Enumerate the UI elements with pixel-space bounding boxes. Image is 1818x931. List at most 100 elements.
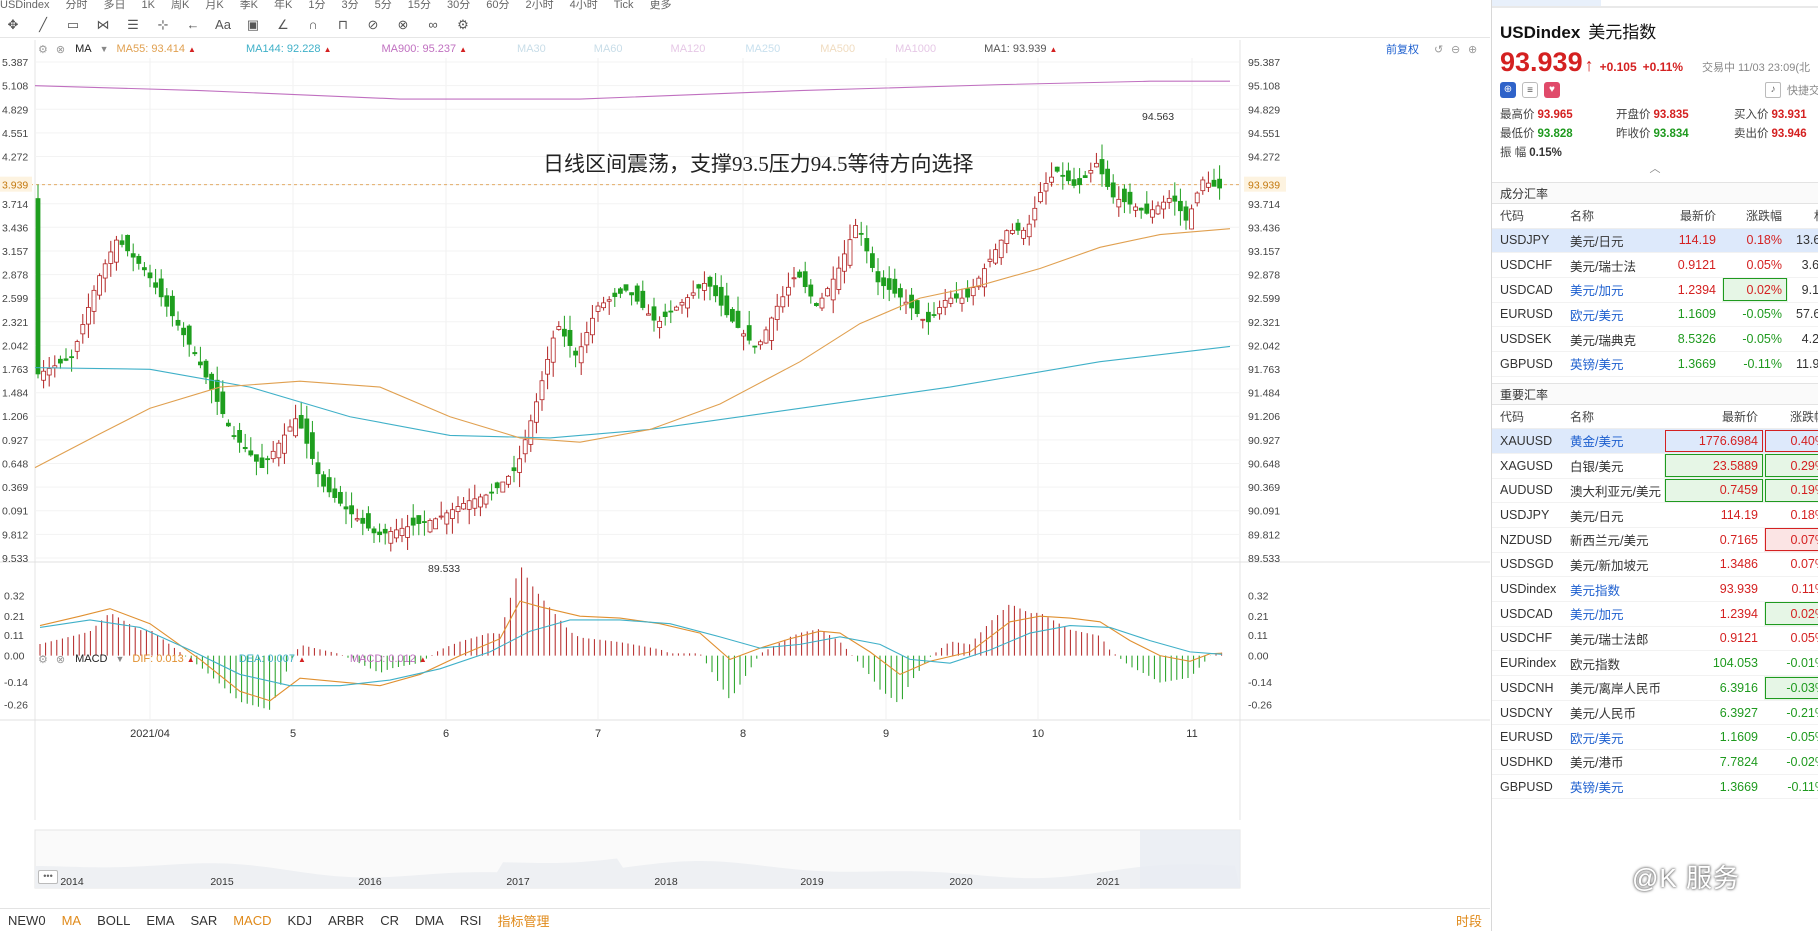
period-tab[interactable]: USDindex bbox=[0, 0, 50, 10]
favorite-heart-icon[interactable]: ♥ bbox=[1544, 82, 1560, 98]
legend-settings-icon[interactable]: ⚙ bbox=[38, 43, 48, 56]
adjust-button[interactable]: 前复权 bbox=[1386, 44, 1419, 56]
components-header[interactable]: 权 bbox=[1788, 204, 1818, 229]
magnet-icon[interactable]: ∩ bbox=[308, 16, 318, 32]
period-tab[interactable]: 月K bbox=[205, 0, 224, 10]
globe-icon[interactable]: ⊕ bbox=[1500, 82, 1516, 98]
components-header[interactable]: 名称 bbox=[1562, 204, 1652, 229]
major-header[interactable]: 最新价 bbox=[1664, 404, 1764, 430]
overview-window[interactable] bbox=[1140, 830, 1240, 888]
major-header[interactable]: 涨跌幅 bbox=[1764, 404, 1818, 430]
major-header[interactable]: 名称 bbox=[1562, 404, 1664, 430]
period-tab[interactable]: 年K bbox=[274, 0, 293, 10]
lock-icon[interactable]: ⊓ bbox=[337, 16, 349, 32]
indicator-item[interactable]: MACD bbox=[233, 912, 272, 928]
tab-quote[interactable] bbox=[1492, 0, 1601, 6]
zoom-in-icon[interactable]: ⊕ bbox=[1468, 43, 1478, 56]
period-tab[interactable]: Tick bbox=[613, 0, 634, 10]
period-tab[interactable]: 15分 bbox=[407, 0, 431, 10]
session-button[interactable]: 时段 bbox=[1455, 913, 1482, 929]
indicator-item[interactable]: SAR bbox=[190, 912, 218, 928]
eraser-icon[interactable]: ⊘ bbox=[367, 16, 379, 32]
chevron-down-icon[interactable]: ▼ bbox=[99, 44, 109, 54]
period-tab[interactable]: 3分 bbox=[341, 0, 359, 10]
chart-area[interactable]: 5.387 5.108 4.829 4.551 4.272 3.939 3.714 3.436… bbox=[0, 40, 1490, 900]
zoom-out-icon[interactable]: ⊖ bbox=[1451, 43, 1461, 56]
period-tab[interactable]: 1K bbox=[141, 0, 155, 10]
rect-draw-icon[interactable]: ▭ bbox=[66, 16, 80, 32]
macd-settings-icon[interactable]: ⚙ bbox=[38, 653, 48, 666]
overview-area[interactable] bbox=[35, 858, 1240, 888]
period-tab[interactable]: 1分 bbox=[308, 0, 326, 10]
macd-chevron-down-icon[interactable]: ▼ bbox=[115, 654, 125, 664]
link-icon[interactable]: ∞ bbox=[428, 16, 438, 32]
measure-icon[interactable]: ⊹ bbox=[157, 16, 169, 32]
line-draw-icon[interactable]: ╱ bbox=[39, 16, 47, 32]
components-header[interactable]: 涨跌幅 bbox=[1722, 204, 1788, 229]
kline-chart-svg[interactable]: 5.387 5.108 4.829 4.551 4.272 3.939 3.714 3.436… bbox=[0, 40, 1490, 900]
comment-icon[interactable]: ▣ bbox=[246, 16, 260, 32]
info-icon[interactable]: ≡ bbox=[1522, 82, 1538, 98]
overview-handle-icon[interactable]: ••• bbox=[38, 870, 58, 884]
major-header[interactable]: 代码 bbox=[1492, 404, 1562, 430]
legend-indicator-name[interactable]: MA bbox=[75, 43, 92, 55]
macd-close-icon[interactable]: ⊗ bbox=[55, 653, 66, 666]
period-tab[interactable]: 4小时 bbox=[569, 0, 598, 10]
panel-tabs[interactable] bbox=[1492, 0, 1818, 8]
text-tool-button[interactable]: Aa bbox=[215, 16, 231, 32]
macd-indicator-name[interactable]: MACD bbox=[75, 653, 108, 665]
indicator-item[interactable]: NEW0 bbox=[8, 912, 46, 928]
period-tab[interactable]: 季K bbox=[239, 0, 259, 10]
indicator-item[interactable]: BOLL bbox=[97, 912, 131, 928]
components-header[interactable]: 最新价 bbox=[1652, 204, 1722, 229]
period-tab[interactable]: 30分 bbox=[447, 0, 471, 10]
indicator-item[interactable]: MA bbox=[61, 912, 82, 928]
period-tab[interactable]: 5分 bbox=[374, 0, 392, 10]
indicator-item[interactable]: DMA bbox=[414, 912, 444, 928]
indicator-item[interactable]: KDJ bbox=[287, 912, 313, 928]
pattern-icon[interactable]: ⋈ bbox=[96, 16, 110, 32]
indicator-item[interactable]: RSI bbox=[459, 912, 482, 928]
reset-icon[interactable]: ↺ bbox=[1434, 43, 1444, 56]
pen-icon[interactable]: ∠ bbox=[277, 16, 289, 32]
period-tab[interactable]: 周K bbox=[171, 0, 190, 10]
bell-icon[interactable]: ♪ bbox=[1765, 82, 1781, 98]
period-tab[interactable]: 2小时 bbox=[525, 0, 554, 10]
legend-close-icon[interactable]: ⊗ bbox=[55, 43, 66, 56]
components-header[interactable]: 代码 bbox=[1492, 204, 1562, 229]
period-tab[interactable]: 多日 bbox=[103, 0, 126, 10]
quick-trade-button[interactable]: 快捷交 bbox=[1787, 85, 1818, 97]
fib-icon[interactable]: ☰ bbox=[127, 16, 139, 32]
indicator-item[interactable]: 指标管理 bbox=[497, 913, 550, 929]
indicator-item[interactable]: ARBR bbox=[328, 912, 365, 928]
period-tab[interactable]: 分时 bbox=[65, 0, 88, 10]
settings-icon[interactable]: ⚙ bbox=[457, 16, 469, 32]
crosshair-icon[interactable]: ✥ bbox=[7, 16, 19, 32]
delete-icon[interactable]: ⊗ bbox=[397, 16, 409, 32]
collapse-chevron-icon[interactable]: ︿ bbox=[1649, 163, 1661, 175]
indicator-item[interactable]: EMA bbox=[146, 912, 175, 928]
indicator-item[interactable]: CR bbox=[380, 912, 399, 928]
period-tab[interactable]: 更多 bbox=[649, 0, 672, 10]
